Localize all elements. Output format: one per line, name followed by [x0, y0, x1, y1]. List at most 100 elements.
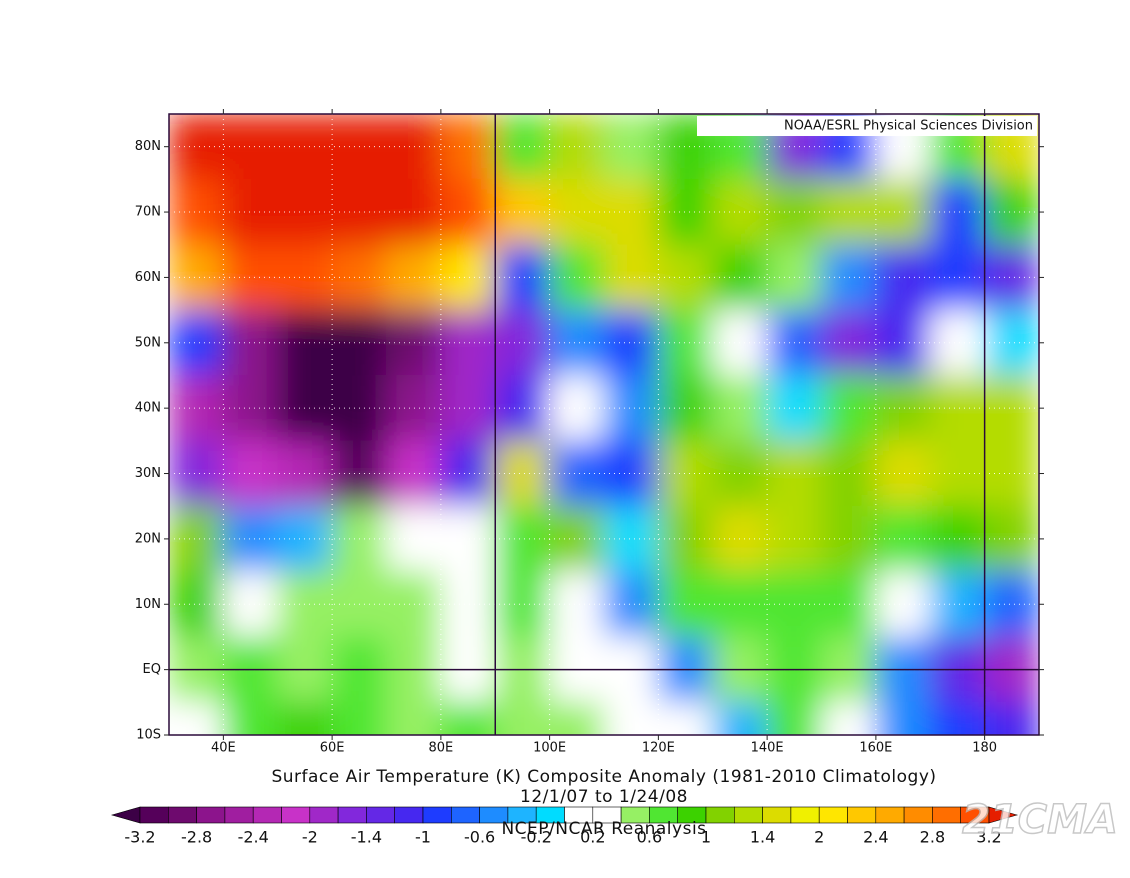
- cell: [929, 571, 986, 638]
- y-tick-label: EQ: [143, 662, 161, 677]
- cell: [875, 701, 931, 735]
- cell: [984, 374, 1039, 442]
- cell: [169, 309, 224, 376]
- cells: [169, 114, 1039, 735]
- cell: [984, 440, 1039, 507]
- y-tick-label: 70N: [135, 205, 161, 220]
- colorbar-box: [224, 806, 254, 824]
- cell: [494, 244, 551, 311]
- cell: [657, 701, 714, 735]
- cell: [875, 440, 931, 507]
- cell: [603, 505, 659, 573]
- cell: [929, 701, 986, 735]
- cell: [549, 571, 605, 638]
- colorbar-label: 2: [814, 828, 824, 847]
- cell: [603, 701, 659, 735]
- cell: [440, 505, 496, 573]
- cell: [169, 505, 224, 573]
- colorbar-label: 0.6: [637, 828, 662, 847]
- x-tick-label: 160E: [859, 741, 892, 756]
- colorbar-arrow: [988, 806, 1019, 824]
- cell: [494, 374, 551, 442]
- cell: [386, 571, 442, 638]
- colorbar-box: [196, 806, 226, 824]
- cell: [549, 440, 605, 507]
- colorbar-arrow: [110, 806, 141, 824]
- cell: [386, 178, 442, 246]
- y-tick-label: 80N: [135, 139, 161, 154]
- y-tick-label: 10N: [135, 597, 161, 612]
- colorbar-box: [422, 806, 452, 824]
- cell: [929, 309, 986, 376]
- cell: [440, 440, 496, 507]
- y-tick-label: 40N: [135, 401, 161, 416]
- cell: [712, 701, 768, 735]
- cell: [169, 571, 224, 638]
- cell: [875, 178, 931, 246]
- x-tick-label: 120E: [642, 741, 675, 756]
- cell: [929, 440, 986, 507]
- overlay: [169, 114, 1039, 735]
- colorbar-label: 3.2: [976, 828, 1001, 847]
- cell: [603, 440, 659, 507]
- cell: [386, 244, 442, 311]
- cell: [549, 244, 605, 311]
- cell: [169, 178, 224, 246]
- cell: [440, 701, 496, 735]
- cell: [603, 178, 659, 246]
- colorbar-box: [705, 806, 735, 824]
- cell: [929, 244, 986, 311]
- watermark: 21CMA: [962, 797, 1118, 843]
- cell: [169, 440, 224, 507]
- cell: [169, 374, 224, 442]
- cell: [984, 571, 1039, 638]
- colorbar-label: 1: [701, 828, 711, 847]
- cell: [494, 309, 551, 376]
- y-tick-label: 20N: [135, 531, 161, 546]
- cell: [549, 701, 605, 735]
- cell: [549, 309, 605, 376]
- colorbar-box: [762, 806, 792, 824]
- cell: [875, 244, 931, 311]
- frame: [168, 113, 1040, 736]
- cell: [821, 571, 877, 638]
- cell: [440, 244, 496, 311]
- colorbar-box: [847, 806, 877, 824]
- cell: [821, 309, 877, 376]
- x-tick-label: 60E: [320, 741, 345, 756]
- colorbar-box: [366, 806, 395, 824]
- cell: [929, 374, 986, 442]
- colorbar-box: [252, 806, 282, 824]
- colorbar-box: [875, 806, 905, 824]
- cell: [386, 440, 442, 507]
- cell: [603, 374, 659, 442]
- colorbar-label: 0.2: [580, 828, 605, 847]
- cell: [929, 178, 986, 246]
- cell: [169, 244, 224, 311]
- cell: [277, 701, 333, 735]
- cell: [440, 374, 496, 442]
- colorbar-box: [281, 806, 311, 824]
- cell: [169, 114, 224, 180]
- x-tick-label: 180: [972, 741, 997, 756]
- colorbar-label: 2.4: [863, 828, 888, 847]
- cell: [169, 701, 224, 735]
- x-tick-label: 100E: [533, 741, 566, 756]
- cell: [386, 374, 442, 442]
- colorbar-label: -2: [302, 828, 318, 847]
- colorbar-box: [818, 806, 848, 824]
- cell: [984, 701, 1039, 735]
- cell: [984, 178, 1039, 246]
- cell: [386, 114, 442, 180]
- credit-box: [697, 116, 1037, 136]
- cell: [549, 114, 605, 180]
- colorbar: -3.2 -2.8 -2.4 -2 -1.4 -1 -0.6 -0.2 0.2 0.6 1 1.4 2 2…: [110, 806, 1019, 847]
- colorbar-box: [733, 806, 763, 824]
- cell: [440, 178, 496, 246]
- y-tick-label: 50N: [135, 335, 161, 350]
- colorbar-label: 2.8: [920, 828, 945, 847]
- x-tick-label: 40E: [211, 741, 236, 756]
- colorbar-box: [932, 806, 962, 824]
